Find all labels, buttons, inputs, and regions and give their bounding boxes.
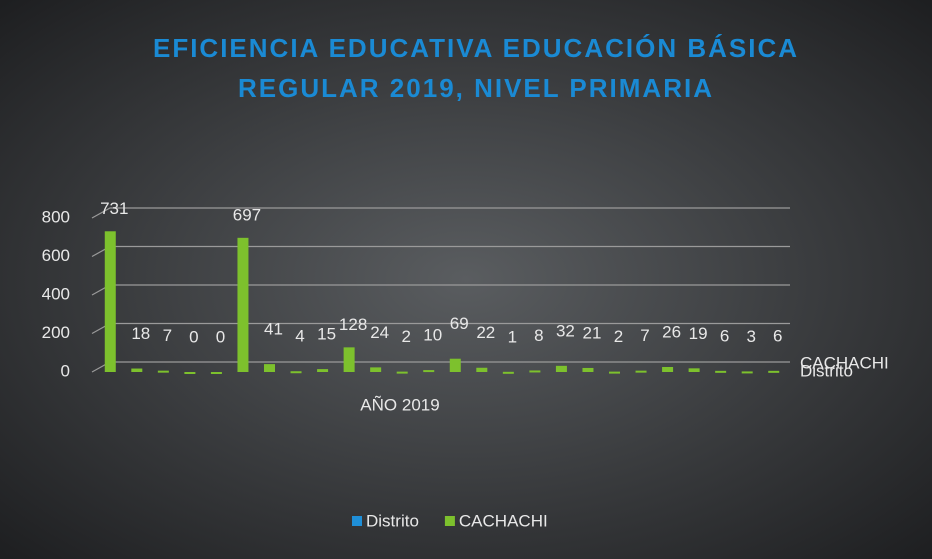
x-axis-label: AÑO 2019 bbox=[360, 395, 439, 414]
legend-label: CACHACHI bbox=[459, 511, 548, 530]
bar bbox=[502, 371, 514, 374]
data-label: 69 bbox=[450, 314, 469, 333]
chart-title: REGULAR 2019, NIVEL PRIMARIA bbox=[238, 73, 714, 103]
data-label: 1 bbox=[508, 327, 517, 346]
data-label: 7 bbox=[163, 326, 172, 345]
data-label: 19 bbox=[689, 324, 708, 343]
bar bbox=[715, 370, 727, 373]
chart-title: EFICIENCIA EDUCATIVA EDUCACIÓN BÁSICA bbox=[153, 33, 799, 63]
data-label: 2 bbox=[614, 327, 623, 346]
data-label: 32 bbox=[556, 321, 575, 340]
data-label: 0 bbox=[189, 327, 198, 346]
data-label: 128 bbox=[339, 315, 367, 334]
data-label: 7 bbox=[640, 326, 649, 345]
bar bbox=[290, 371, 302, 374]
bar bbox=[582, 367, 594, 372]
y-tick-label: 0 bbox=[61, 361, 70, 380]
bar bbox=[131, 368, 143, 372]
bar bbox=[423, 370, 435, 373]
data-label: 3 bbox=[746, 327, 755, 346]
bar bbox=[768, 370, 780, 373]
bar bbox=[264, 364, 275, 372]
bar bbox=[529, 370, 541, 373]
bar bbox=[449, 358, 461, 372]
data-label: 26 bbox=[662, 322, 681, 341]
bar bbox=[317, 369, 329, 372]
grid-line bbox=[91, 207, 790, 219]
depth-label: CACHACHI bbox=[800, 353, 889, 372]
data-label: 41 bbox=[264, 320, 283, 339]
data-label: 8 bbox=[534, 326, 543, 345]
legend-swatch bbox=[444, 516, 455, 526]
data-label: 731 bbox=[100, 199, 128, 218]
data-label: 10 bbox=[423, 326, 442, 345]
bar bbox=[555, 365, 567, 372]
legend-label: Distrito bbox=[366, 511, 419, 530]
data-label: 18 bbox=[131, 324, 150, 343]
bar bbox=[688, 368, 700, 372]
y-tick-label: 800 bbox=[42, 207, 70, 226]
y-tick-label: 200 bbox=[42, 323, 70, 342]
y-tick-label: 400 bbox=[42, 284, 70, 303]
bar bbox=[184, 372, 196, 374]
bar bbox=[476, 367, 488, 372]
bar bbox=[662, 366, 674, 372]
legend-swatch bbox=[352, 516, 362, 526]
y-tick-label: 600 bbox=[42, 246, 70, 265]
bar bbox=[343, 347, 355, 372]
bar bbox=[635, 370, 647, 373]
bar bbox=[609, 371, 620, 374]
bar bbox=[210, 372, 222, 374]
bar bbox=[157, 370, 169, 373]
depth-label: Distrito bbox=[800, 361, 853, 380]
data-label: 22 bbox=[476, 323, 495, 342]
data-label: 2 bbox=[401, 327, 410, 346]
data-label: 6 bbox=[773, 326, 782, 345]
data-label: 0 bbox=[216, 327, 225, 346]
data-label: 697 bbox=[233, 205, 261, 224]
bar bbox=[396, 371, 408, 374]
bar bbox=[104, 231, 116, 372]
data-label: 4 bbox=[295, 327, 304, 346]
data-label: 24 bbox=[370, 323, 389, 342]
data-label: 6 bbox=[720, 326, 729, 345]
data-label: 21 bbox=[583, 323, 602, 342]
bar bbox=[741, 371, 753, 374]
bar bbox=[237, 237, 249, 372]
data-label: 15 bbox=[317, 325, 336, 344]
bar bbox=[370, 367, 382, 372]
